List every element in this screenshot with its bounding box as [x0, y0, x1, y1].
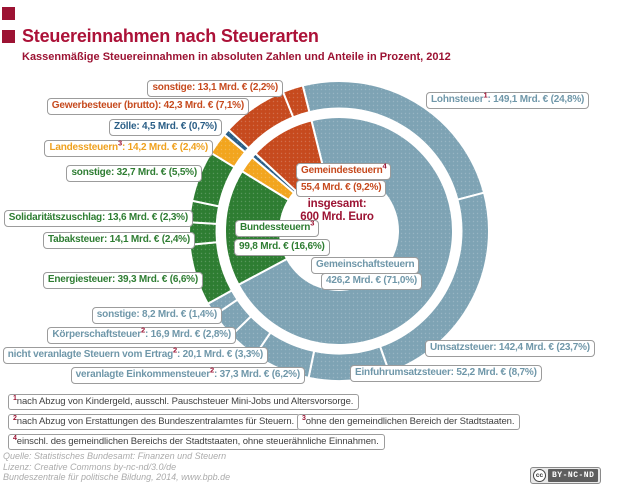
label-value: : 39,3 Mrd. € (6,6%)	[111, 274, 198, 285]
label-einfuhrumsatzsteuer: Einfuhrumsatzsteuer: 52,2 Mrd. € (8,7%)	[350, 365, 542, 382]
label-text: Umsatzsteuer	[430, 342, 494, 353]
label-text: Gemeinschaftsteuern	[316, 259, 415, 270]
footnote-ref: 4	[382, 161, 387, 171]
label-value: : 37,3 Mrd. € (6,2%)	[213, 369, 300, 380]
label-solidaritaetszuschlag: Solidaritätszuschlag: 13,6 Mrd. € (2,3%)	[3, 210, 193, 227]
label-text: Energiesteuer	[47, 274, 112, 285]
footnote-text: ohne den gemeindlichen Bereich der Stadt…	[305, 416, 515, 427]
label-landessteuern: Landessteuern3: 14,2 Mrd. € (2,4%)	[44, 138, 213, 157]
logo-square-top	[2, 7, 15, 20]
total-line2: 600 Mrd. Euro	[300, 211, 374, 223]
label-energiesteuer: Energiesteuer: 39,3 Mrd. € (6,6%)	[42, 272, 203, 289]
page-title: Steuereinnahmen nach Steuerarten	[22, 26, 319, 46]
label-value: : 14,1 Mrd. € (2,4%)	[103, 234, 190, 245]
label-text: sonstige	[152, 82, 192, 93]
label-sonstige-gemeinschaftsteuern: sonstige: 8,2 Mrd. € (1,4%)	[91, 307, 222, 324]
footnote-4: 4einschl. des gemeindlichen Bereichs der…	[8, 434, 385, 450]
label-gewerbesteuer: Gewerbesteuer (brutto): 42,3 Mrd. € (7,1…	[46, 98, 249, 115]
label-text: nicht veranlagte Steuern vom Ertrag	[7, 349, 173, 360]
label-value: : 14,2 Mrd. € (2,4%)	[121, 142, 208, 153]
label-text: veranlagte Einkommensteuer	[75, 369, 211, 380]
label-text: Landessteuern	[49, 142, 118, 153]
footnote-ref: 2	[172, 345, 177, 355]
label-value: : 4,5 Mrd. € (0,7%)	[136, 121, 217, 132]
source-attribution: Quelle: Statistisches Bundesamt: Finanze…	[3, 451, 230, 483]
footnote-marker: 3	[302, 414, 306, 422]
total-line1: insgesamt:	[307, 198, 367, 210]
label-value: : 32,7 Mrd. € (5,5%)	[110, 167, 197, 178]
label-value: : 42,3 Mrd. € (7,1%)	[157, 100, 244, 111]
source-line: Lizenz: Creative Commons by-nc-nd/3.0/de	[3, 461, 177, 472]
label-sonstige-gemeindesteuern: sonstige: 13,1 Mrd. € (2,2%)	[147, 80, 283, 97]
label-value: : 52,2 Mrd. € (8,7%)	[450, 367, 537, 378]
label-value: : 8,2 Mrd. € (1,4%)	[136, 309, 217, 320]
label-nicht-veranlagte-steuern: nicht veranlagte Steuern vom Ertrag2: 20…	[2, 345, 268, 364]
label-zoelle: Zölle: 4,5 Mrd. € (0,7%)	[108, 119, 222, 136]
label-umsatzsteuer: Umsatzsteuer: 142,4 Mrd. € (23,7%)	[425, 340, 595, 357]
footnote-ref: 2	[140, 325, 145, 335]
total-label: insgesamt: 600 Mrd. Euro	[267, 198, 407, 224]
label-text: Einfuhrumsatzsteuer	[355, 367, 451, 378]
label-lohnsteuer: Lohnsteuer1: 149,1 Mrd. € (24,8%)	[426, 91, 590, 109]
label-text: Tabaksteuer	[47, 234, 104, 245]
label-value: : 13,6 Mrd. € (2,3%)	[101, 212, 188, 223]
label-gemeinschaftsteuern: Gemeinschaftsteuern	[311, 257, 420, 274]
label-text: Solidaritätszuschlag	[8, 212, 102, 223]
label-text: sonstige	[96, 309, 137, 320]
cc-license-text: BY-NC-ND	[548, 469, 599, 482]
source-line: Quelle: Statistisches Bundesamt: Finanze…	[3, 451, 227, 461]
label-gemeinschaftsteuern-value: 426,2 Mrd. € (71,0%)	[321, 273, 423, 290]
label-veranlagte-einkommensteuer: veranlagte Einkommensteuer2: 37,3 Mrd. €…	[70, 366, 305, 384]
footnote-marker: 1	[13, 394, 17, 402]
footnote-text: einschl. des gemeindlichen Bereichs der …	[16, 436, 379, 447]
footnote-3: 3ohne den gemeindlichen Bereich der Stad…	[297, 414, 521, 430]
footnote-marker: 4	[13, 434, 17, 442]
label-value: : 142,4 Mrd. € (23,7%)	[493, 342, 590, 353]
label-bundessteuern-value: 99,8 Mrd. € (16,6%)	[234, 239, 330, 256]
label-text: Zölle	[113, 121, 137, 132]
label-text: Gemeindesteuern	[301, 165, 383, 176]
footnote-2: 2nach Abzug von Erstattungen des Bundesz…	[8, 414, 301, 430]
label-koerperschaftsteuer: Körperschaftsteuer2: 16,9 Mrd. € (2,8%)	[47, 325, 236, 344]
logo-square-title	[2, 30, 15, 43]
footnote-1: 1nach Abzug von Kindergeld, ausschl. Pau…	[8, 394, 360, 410]
label-value: : 13,1 Mrd. € (2,2%)	[191, 82, 278, 93]
label-sonstige-bundessteuern: sonstige: 32,7 Mrd. € (5,5%)	[66, 165, 202, 182]
label-value: : 20,1 Mrd. € (3,3%)	[176, 349, 263, 360]
label-gemeindesteuern-value: 55,4 Mrd. € (9,2%)	[296, 180, 387, 197]
label-text: Lohnsteuer	[431, 94, 484, 105]
label-value: 426,2 Mrd. € (71,0%)	[326, 275, 418, 286]
label-value: 99,8 Mrd. € (16,6%)	[239, 241, 325, 252]
label-text: Körperschaftsteuer	[52, 329, 141, 340]
label-value: : 16,9 Mrd. € (2,8%)	[144, 329, 231, 340]
footnote-text: nach Abzug von Erstattungen des Bundesze…	[16, 416, 295, 427]
cc-license-badge[interactable]: cc BY-NC-ND	[530, 467, 602, 484]
label-tabaksteuer: Tabaksteuer: 14,1 Mrd. € (2,4%)	[42, 232, 195, 249]
label-gemeindesteuern: Gemeindesteuern4	[296, 161, 392, 180]
label-text: Gewerbesteuer (brutto)	[51, 100, 158, 111]
footnote-text: nach Abzug von Kindergeld, ausschl. Paus…	[16, 396, 354, 407]
label-text: sonstige	[71, 167, 111, 178]
label-value: 55,4 Mrd. € (9,2%)	[301, 182, 382, 193]
cc-logo-icon: cc	[533, 469, 546, 482]
footnote-ref: 3	[117, 138, 122, 148]
footnote-marker: 2	[13, 414, 17, 422]
label-value: : 149,1 Mrd. € (24,8%)	[487, 94, 585, 105]
source-line: Bundeszentrale für politische Bildung, 2…	[3, 472, 231, 482]
page-subtitle: Kassenmäßige Steuereinnahmen in absolute…	[22, 51, 451, 63]
